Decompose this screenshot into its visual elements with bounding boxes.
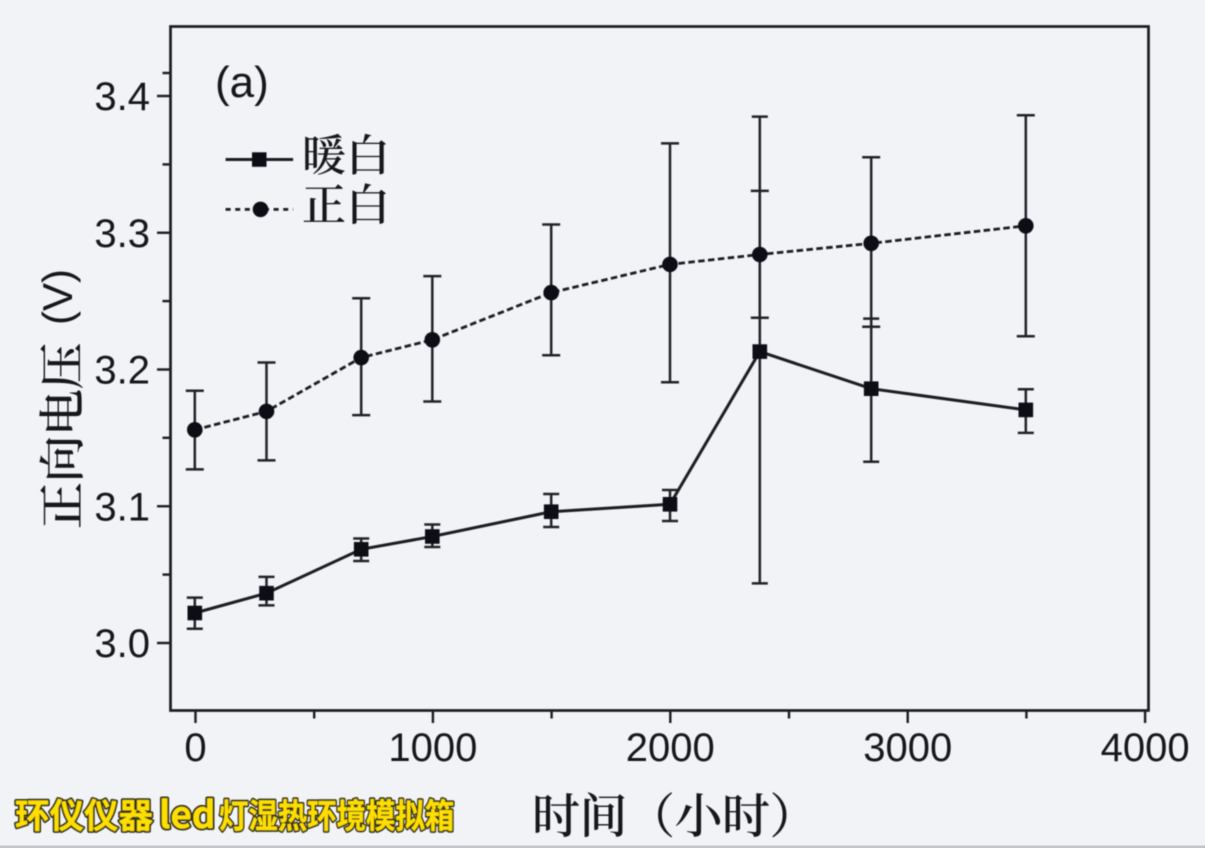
svg-text:4000: 4000 (1101, 726, 1190, 770)
svg-text:(V): (V) (34, 269, 81, 325)
svg-text:1000: 1000 (388, 726, 477, 770)
svg-text:3000: 3000 (863, 726, 952, 770)
svg-text:2000: 2000 (626, 726, 715, 770)
svg-text:0: 0 (184, 726, 206, 770)
svg-text:(a): (a) (215, 58, 269, 107)
svg-text:3.1: 3.1 (94, 485, 150, 529)
svg-text:3.3: 3.3 (94, 212, 150, 256)
svg-text:3.2: 3.2 (94, 349, 150, 393)
svg-text:3.0: 3.0 (94, 622, 150, 666)
svg-text:3.4: 3.4 (94, 75, 150, 119)
